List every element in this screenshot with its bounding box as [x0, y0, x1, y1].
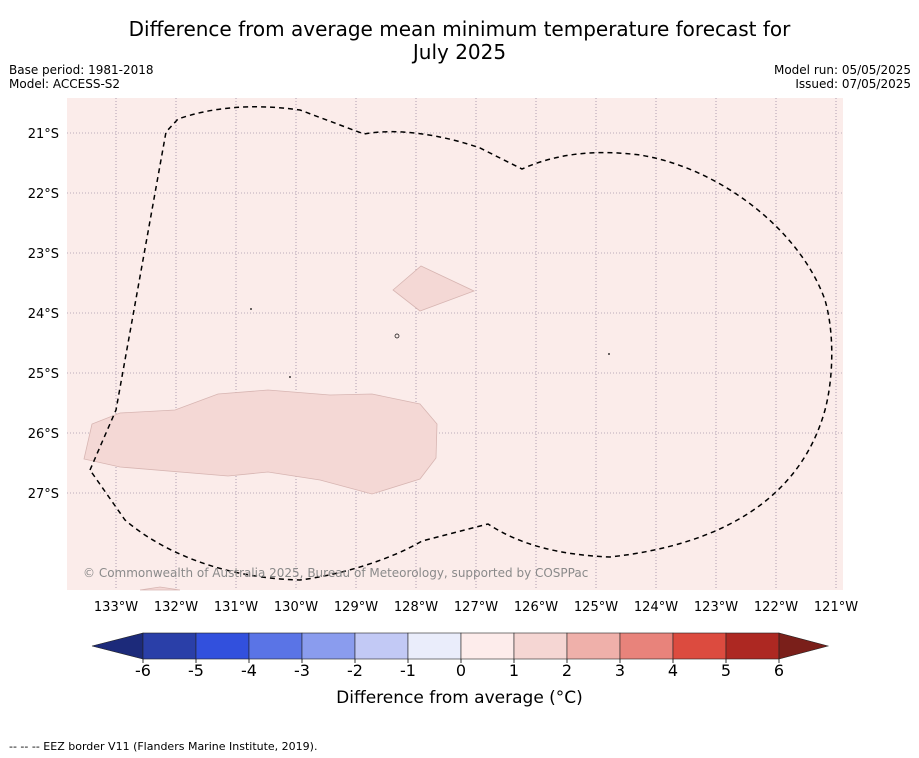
island-marker	[289, 376, 291, 378]
colorbar-tick-label: 0	[456, 661, 466, 680]
map-title: Difference from average mean minimum tem…	[0, 18, 919, 64]
anomaly-region-small	[392, 265, 476, 312]
longitude-label: 126°W	[514, 600, 558, 615]
graticule	[67, 98, 843, 590]
colorbar-segment	[566, 632, 621, 660]
colorbar-segment	[460, 632, 515, 660]
map-background	[67, 98, 843, 590]
colorbar-tick-label: -3	[294, 661, 310, 680]
latitude-label: 22°S	[28, 187, 59, 202]
latitude-label: 24°S	[28, 307, 59, 322]
model-name: Model: ACCESS-S2	[9, 77, 121, 91]
colorbar-tick-label: -4	[241, 661, 257, 680]
longitude-label: 133°W	[94, 600, 138, 615]
colorbar-segment	[248, 632, 303, 660]
longitude-label: 129°W	[334, 600, 378, 615]
meta-left: Base period: 1981-2018 Model: ACCESS-S2	[9, 63, 154, 91]
colorbar-segment	[301, 632, 356, 660]
colorbar-tick-label: 6	[774, 661, 784, 680]
longitude-label: 125°W	[574, 600, 618, 615]
longitude-label: 132°W	[154, 600, 198, 615]
colorbar-segment	[142, 632, 197, 660]
colorbar-segment	[195, 632, 250, 660]
anomaly-region-large	[83, 389, 438, 495]
title-line-1: Difference from average mean minimum tem…	[128, 17, 791, 41]
island-marker	[394, 333, 400, 339]
colorbar-segment	[725, 632, 780, 660]
colorbar-segment	[672, 632, 727, 660]
copyright-text: © Commonwealth of Australia 2025, Bureau…	[83, 566, 588, 580]
island-marker	[608, 353, 610, 355]
longitude-label: 128°W	[394, 600, 438, 615]
longitude-label: 124°W	[634, 600, 678, 615]
colorbar-tick-label: 1	[509, 661, 519, 680]
latitude-label: 23°S	[28, 247, 59, 262]
longitude-labels: 133°W 132°W 131°W 130°W 129°W 128°W 127°W 126°W…	[94, 600, 858, 615]
latitude-label: 27°S	[28, 487, 59, 502]
colorbar-tick-label: -5	[188, 661, 204, 680]
eez-border	[89, 106, 833, 581]
longitude-label: 130°W	[274, 600, 318, 615]
latitude-label: 26°S	[28, 427, 59, 442]
base-period: Base period: 1981-2018	[9, 63, 154, 77]
colorbar-under-arrow	[91, 632, 144, 660]
issued-date: Issued: 07/05/2025	[795, 77, 911, 91]
longitude-label: 127°W	[454, 600, 498, 615]
colorbar-tick-label: -2	[347, 661, 363, 680]
meta-right: Model run: 05/05/2025 Issued: 07/05/2025	[774, 63, 911, 91]
footnote: -- -- -- EEZ border V11 (Flanders Marine…	[9, 740, 318, 753]
colorbar-segment	[619, 632, 674, 660]
colorbar-segment	[354, 632, 409, 660]
model-run: Model run: 05/05/2025	[773, 63, 911, 77]
title-line-2: July 2025	[412, 40, 507, 64]
colorbar-tick-label: 3	[615, 661, 625, 680]
colorbar-label: Difference from average (°C)	[336, 688, 583, 708]
latitude-label: 25°S	[28, 367, 59, 382]
colorbar-tick-label: -1	[400, 661, 416, 680]
latitude-labels: 21°S 22°S 23°S 24°S 25°S 26°S 27°S	[28, 127, 59, 502]
colorbar: -6 -5 -4 -3 -2 -1 0 1 2 3 4 5 6	[91, 632, 830, 680]
colorbar-over-arrow	[778, 632, 830, 660]
colorbar-segment	[407, 632, 462, 660]
longitude-label: 123°W	[694, 600, 738, 615]
colorbar-segment	[513, 632, 568, 660]
anomaly-region-edge	[139, 586, 181, 591]
longitude-label: 121°W	[814, 600, 858, 615]
colorbar-tick-label: -6	[135, 661, 151, 680]
colorbar-tick-label: 5	[721, 661, 731, 680]
latitude-label: 21°S	[28, 127, 59, 142]
longitude-label: 122°W	[754, 600, 798, 615]
longitude-label: 131°W	[214, 600, 258, 615]
island-marker	[250, 308, 252, 310]
colorbar-tick-label: 4	[668, 661, 678, 680]
colorbar-tick-label: 2	[562, 661, 572, 680]
